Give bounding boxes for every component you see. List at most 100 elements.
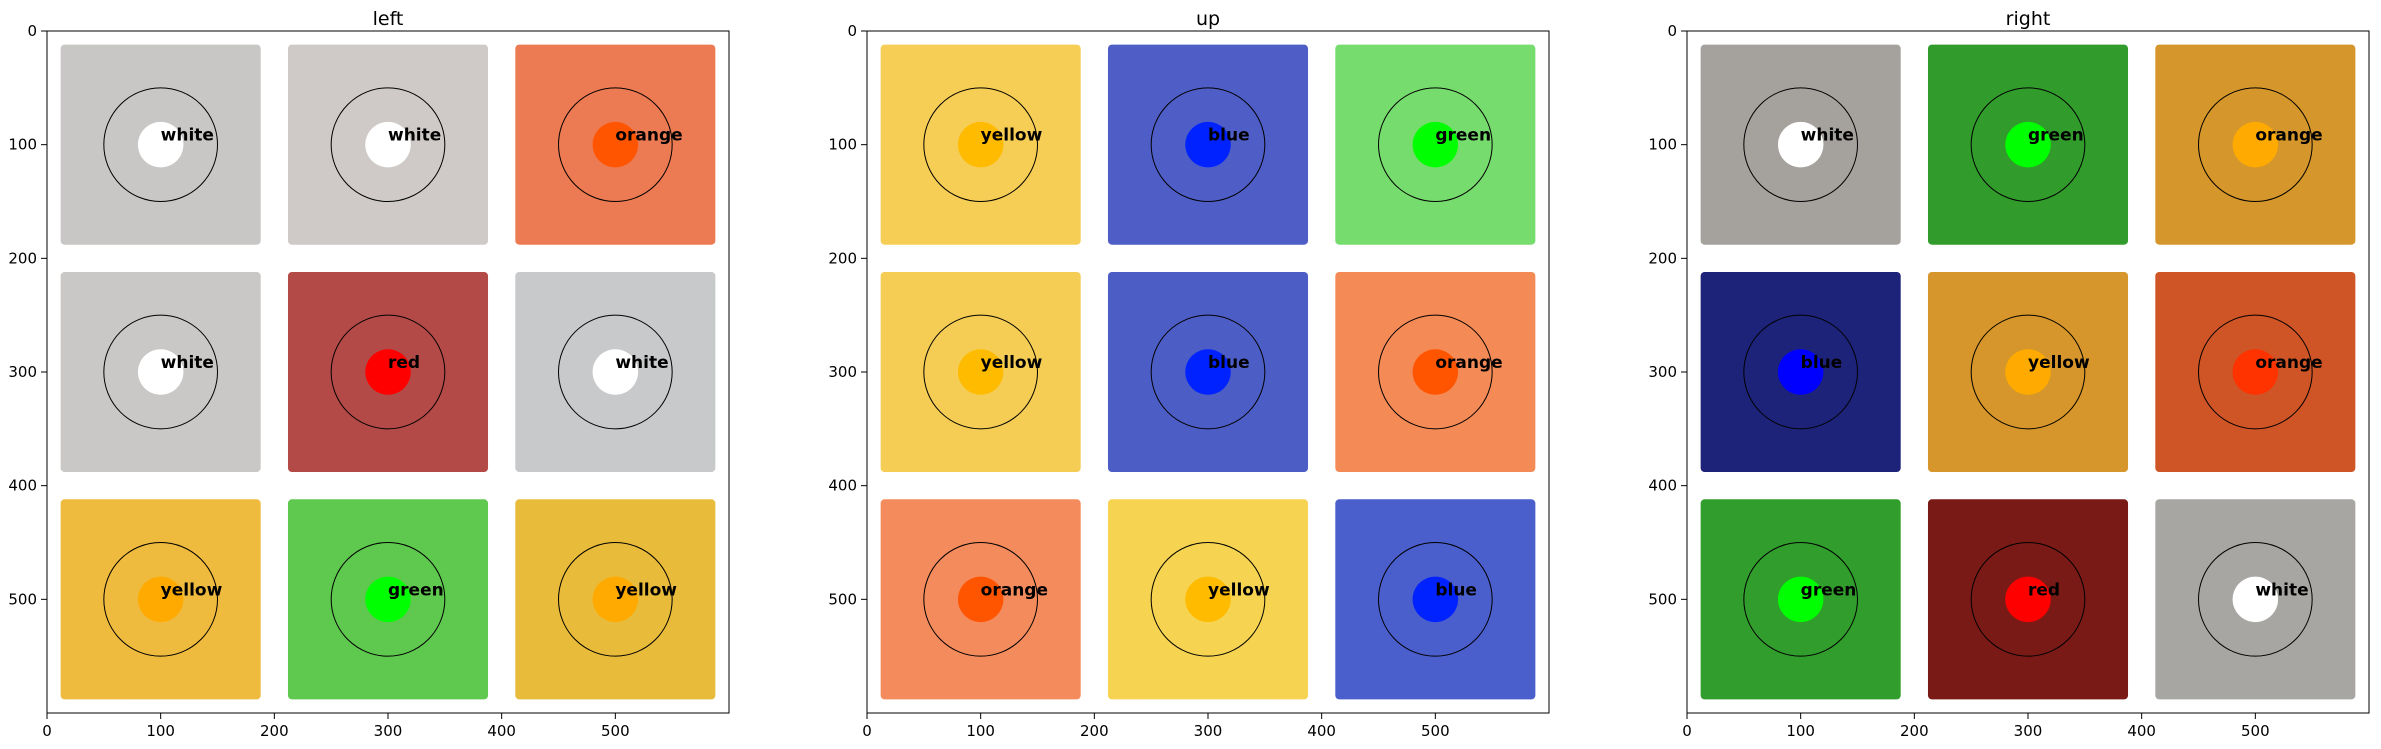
facelet-label: yellow	[2028, 353, 2090, 373]
facelet-label: white	[161, 126, 214, 146]
sample-ring	[558, 542, 673, 657]
y-tick-label: 0	[27, 22, 37, 40]
sample-dot	[2232, 349, 2279, 395]
y-tick-label: 400	[828, 477, 857, 495]
x-tick-label: 400	[2127, 722, 2156, 740]
x-tick-label: 300	[374, 722, 403, 740]
facelet-label: yellow	[981, 353, 1043, 373]
sample-dot	[365, 576, 411, 623]
facelet-label: red	[388, 353, 420, 373]
panel-title: left	[373, 8, 404, 30]
sample-dot	[2232, 576, 2279, 623]
sample-ring	[923, 87, 1039, 203]
x-tick-label: 0	[862, 722, 872, 740]
x-tick-label: 200	[1900, 722, 1929, 740]
sample-ring	[1150, 542, 1266, 657]
x-tick-label: 200	[1080, 722, 1109, 740]
sample-dot	[1777, 576, 1824, 623]
y-tick-label: 500	[1648, 590, 1677, 608]
sample-dot	[1412, 349, 1459, 395]
sample-ring	[330, 87, 446, 203]
x-tick-label: 100	[1786, 722, 1815, 740]
sample-ring	[558, 87, 673, 203]
sample-ring	[1150, 314, 1266, 430]
sample-ring	[1378, 542, 1493, 657]
sample-ring	[558, 314, 673, 430]
sample-dot	[957, 576, 1004, 623]
facelet-label: green	[388, 580, 444, 600]
y-tick-label: 0	[1667, 22, 1677, 40]
sample-dot	[592, 349, 639, 395]
y-tick-label: 300	[828, 363, 857, 381]
y-tick-label: 500	[828, 590, 857, 608]
x-tick-label: 500	[1421, 722, 1450, 740]
sample-dot	[365, 349, 411, 395]
sample-ring	[1378, 314, 1493, 430]
x-tick-label: 300	[1194, 722, 1223, 740]
sample-dot	[592, 121, 639, 168]
facelet-label: yellow	[615, 580, 677, 600]
sample-ring	[1743, 314, 1858, 430]
sample-dot	[1412, 121, 1459, 168]
sample-dot	[137, 121, 184, 168]
facelet-label: green	[1435, 126, 1491, 146]
y-tick-label: 300	[8, 363, 37, 381]
sample-ring	[330, 542, 446, 657]
sample-dot	[2232, 121, 2279, 168]
sample-dot	[1777, 349, 1824, 395]
sample-dot	[957, 121, 1004, 168]
y-tick-label: 300	[1648, 363, 1677, 381]
facelet-label: orange	[981, 580, 1048, 600]
sample-dot	[2005, 349, 2051, 395]
facelet-label: blue	[1208, 353, 1250, 373]
sample-ring	[1743, 542, 1858, 657]
sample-ring	[923, 314, 1039, 430]
x-tick-label: 500	[2241, 722, 2270, 740]
sample-ring	[923, 542, 1039, 657]
sample-ring	[2198, 542, 2313, 657]
sample-ring	[1970, 542, 2086, 657]
y-tick-label: 100	[1648, 136, 1677, 154]
y-tick-label: 100	[8, 136, 37, 154]
sample-dot	[592, 576, 639, 623]
facelet-label: orange	[615, 126, 682, 146]
sample-ring	[103, 314, 219, 430]
x-tick-label: 300	[2014, 722, 2043, 740]
x-tick-label: 400	[1307, 722, 1336, 740]
x-tick-label: 100	[146, 722, 175, 740]
facelet-label: green	[1801, 580, 1857, 600]
y-tick-label: 200	[8, 249, 37, 267]
sample-ring	[1150, 87, 1266, 203]
facelet-label: yellow	[981, 126, 1043, 146]
sample-dot	[2005, 121, 2051, 168]
facelet-label: white	[161, 353, 214, 373]
x-tick-label: 200	[260, 722, 289, 740]
sample-ring	[103, 87, 219, 203]
y-tick-label: 200	[828, 249, 857, 267]
panel-title: right	[2006, 8, 2051, 30]
facelet-label: orange	[2255, 353, 2322, 373]
sample-dot	[957, 349, 1004, 395]
sample-ring	[1378, 87, 1493, 203]
panel-up: up yellow blue green yellow blue orange orange…	[828, 8, 1550, 740]
panel-left: left white white orange white red white yellow…	[8, 8, 730, 740]
facelet-label: orange	[2255, 126, 2322, 146]
x-tick-label: 100	[966, 722, 995, 740]
facelet-label: white	[615, 353, 668, 373]
sample-dot	[1412, 576, 1459, 623]
x-tick-label: 400	[487, 722, 516, 740]
x-tick-label: 0	[1682, 722, 1692, 740]
sample-dot	[1185, 576, 1231, 623]
sample-dot	[137, 576, 184, 623]
sample-dot	[1185, 121, 1231, 168]
facelet-label: white	[2255, 580, 2308, 600]
facelet-label: yellow	[1208, 580, 1270, 600]
sample-dot	[1185, 349, 1231, 395]
sample-ring	[2198, 87, 2313, 203]
y-tick-label: 200	[1648, 249, 1677, 267]
facelet-label: blue	[1801, 353, 1843, 373]
sample-ring	[2198, 314, 2313, 430]
facelet-label: white	[1801, 126, 1854, 146]
facelet-label: white	[388, 126, 441, 146]
facelet-label: green	[2028, 126, 2084, 146]
